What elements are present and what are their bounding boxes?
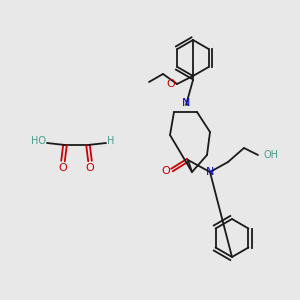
Text: HO: HO: [32, 136, 46, 146]
Text: N: N: [182, 98, 190, 108]
Text: N: N: [206, 167, 214, 177]
Text: O: O: [167, 79, 176, 89]
Text: O: O: [58, 163, 68, 173]
Text: O: O: [85, 163, 94, 173]
Text: O: O: [162, 166, 170, 176]
Text: OH: OH: [263, 150, 278, 160]
Text: H: H: [107, 136, 115, 146]
